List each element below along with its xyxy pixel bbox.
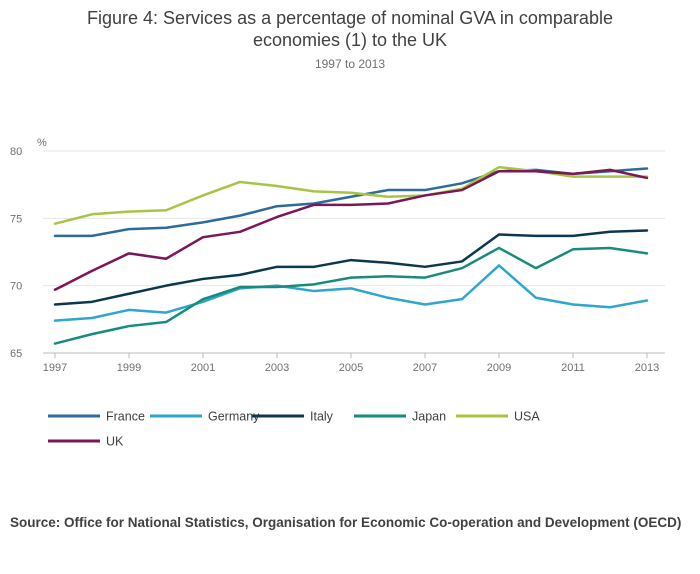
legend: France Germany Italy Japan USA UK [48,410,540,449]
y-axis-label: % [37,137,47,149]
legend-label: USA [514,410,540,424]
chart-title: Figure 4: Services as a percentage of no… [0,7,700,51]
axes: 65 70 75 80% 1997 1999 2001 2003 2005 2007 2009 201… [10,137,659,374]
gridlines [43,150,665,354]
x-tick-label: 2003 [265,362,289,374]
x-tick-label: 2005 [339,362,363,374]
source-note: Source: Office for National Statistics, … [10,515,682,530]
x-tick-label: 2009 [487,362,511,374]
y-tick-label: 75 [10,213,22,225]
legend-item-japan[interactable]: Japan [354,410,446,424]
x-tick-label: 2011 [561,362,585,374]
line-chart: 65 70 75 80% 1997 1999 2001 2003 2005 2007 2009 201… [10,137,665,449]
series-line-uk [53,168,649,291]
legend-item-france[interactable]: France [48,410,145,424]
legend-item-uk[interactable]: UK [48,435,124,449]
legend-label: France [106,410,145,424]
legend-item-usa[interactable]: USA [456,410,540,424]
legend-label: Germany [208,410,260,424]
y-tick-label: 80 [10,146,22,158]
legend-item-germany[interactable]: Germany [150,410,260,424]
x-tick-label: 1999 [117,362,141,374]
series-line-germany [53,264,649,322]
series-lines [53,165,649,345]
x-tick-label: 1997 [43,362,67,374]
legend-label: UK [106,435,124,449]
series-line-france [53,167,649,238]
chart-title-line2: economies (1) to the UK [252,30,448,50]
series-line-japan [53,246,649,345]
x-tick-label: 2001 [191,362,215,374]
legend-label: Italy [310,410,334,424]
x-tick-label: 2013 [635,362,659,374]
x-tick-label: 2007 [413,362,437,374]
chart-title-line1: Figure 4: Services as a percentage of no… [87,8,613,28]
y-tick-label: 70 [10,281,22,293]
series-line-usa [53,165,649,225]
chart-subtitle: 1997 to 2013 [314,57,386,71]
series-line-italy [53,229,649,306]
y-tick-label: 65 [10,348,22,360]
legend-label: Japan [412,410,446,424]
legend-item-italy[interactable]: Italy [252,410,334,424]
